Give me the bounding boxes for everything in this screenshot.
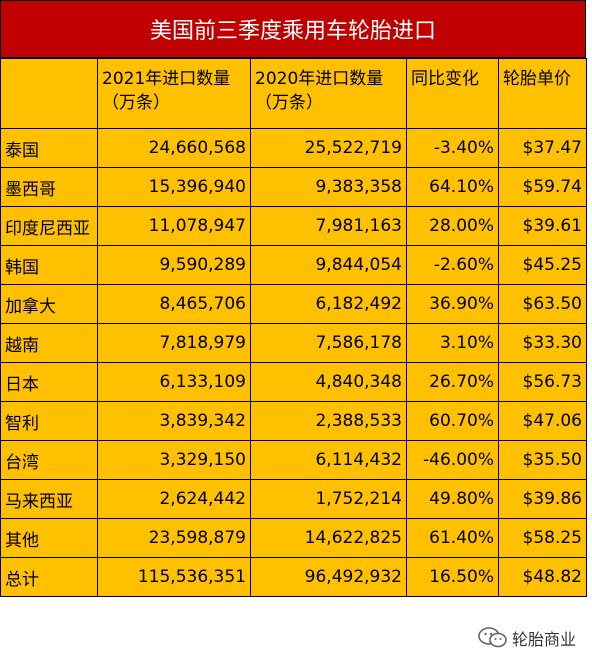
quantity-2020-cell: 96,492,932 xyxy=(250,557,407,597)
unit-price-cell: $63.50 xyxy=(498,284,587,324)
yoy-change-cell: 60.70% xyxy=(406,401,499,441)
yoy-change-cell: 28.00% xyxy=(406,206,499,246)
country-cell: 加拿大 xyxy=(0,284,98,324)
unit-price-cell: $48.82 xyxy=(498,557,587,597)
yoy-change-cell: 16.50% xyxy=(406,557,499,597)
country-cell: 台湾 xyxy=(0,440,98,480)
country-cell: 韩国 xyxy=(0,245,98,285)
quantity-2021-cell: 15,396,940 xyxy=(97,167,251,207)
yoy-change-cell: 64.10% xyxy=(406,167,499,207)
quantity-2021-cell: 6,133,109 xyxy=(97,362,251,402)
table-row: 泰国 24,660,568 25,522,719 -3.40% $37.47 xyxy=(0,128,587,168)
quantity-2020-cell: 6,182,492 xyxy=(250,284,407,324)
unit-price-cell: $33.30 xyxy=(498,323,587,363)
quantity-2021-cell: 11,078,947 xyxy=(97,206,251,246)
yoy-change-cell: 36.90% xyxy=(406,284,499,324)
unit-price-cell: $56.73 xyxy=(498,362,587,402)
country-cell: 总计 xyxy=(0,557,98,597)
quantity-2020-cell: 14,622,825 xyxy=(250,518,407,558)
country-cell: 马来西亚 xyxy=(0,479,98,519)
header-unit-price: 轮胎单价 xyxy=(498,58,587,129)
country-cell: 越南 xyxy=(0,323,98,363)
yoy-change-cell: -3.40% xyxy=(406,128,499,168)
yoy-change-cell: 61.40% xyxy=(406,518,499,558)
quantity-2021-cell: 3,839,342 xyxy=(97,401,251,441)
unit-price-cell: $39.86 xyxy=(498,479,587,519)
quantity-2020-cell: 7,981,163 xyxy=(250,206,407,246)
table-row: 加拿大 8,465,706 6,182,492 36.90% $63.50 xyxy=(0,284,587,324)
country-cell: 墨西哥 xyxy=(0,167,98,207)
header-yoy-change: 同比变化 xyxy=(406,58,499,129)
quantity-2020-cell: 9,844,054 xyxy=(250,245,407,285)
table-row: 总计 115,536,351 96,492,932 16.50% $48.82 xyxy=(0,557,587,597)
quantity-2021-cell: 24,660,568 xyxy=(97,128,251,168)
watermark-text: 轮胎商业 xyxy=(512,630,577,649)
table-row: 越南 7,818,979 7,586,178 3.10% $33.30 xyxy=(0,323,587,363)
quantity-2020-cell: 25,522,719 xyxy=(250,128,407,168)
header-country xyxy=(0,58,98,129)
header-row: 2021年进口数量（万条） 2020年进口数量（万条） 同比变化 轮胎单价 xyxy=(0,58,587,129)
unit-price-cell: $58.25 xyxy=(498,518,587,558)
table-row: 其他 23,598,879 14,622,825 61.40% $58.25 xyxy=(0,518,587,558)
quantity-2021-cell: 9,590,289 xyxy=(97,245,251,285)
quantity-2020-cell: 2,388,533 xyxy=(250,401,407,441)
wechat-icon xyxy=(478,627,507,648)
quantity-2021-cell: 2,624,442 xyxy=(97,479,251,519)
import-table: 2021年进口数量（万条） 2020年进口数量（万条） 同比变化 轮胎单价 泰国… xyxy=(0,58,587,597)
yoy-change-cell: -2.60% xyxy=(406,245,499,285)
table-row: 日本 6,133,109 4,840,348 26.70% $56.73 xyxy=(0,362,587,402)
yoy-change-cell: 26.70% xyxy=(406,362,499,402)
country-cell: 其他 xyxy=(0,518,98,558)
unit-price-cell: $45.25 xyxy=(498,245,587,285)
quantity-2021-cell: 115,536,351 xyxy=(97,557,251,597)
table-row: 马来西亚 2,624,442 1,752,214 49.80% $39.86 xyxy=(0,479,587,519)
yoy-change-cell: -46.00% xyxy=(406,440,499,480)
country-cell: 印度尼西亚 xyxy=(0,206,98,246)
header-2020-quantity: 2020年进口数量（万条） xyxy=(250,58,407,129)
quantity-2021-cell: 8,465,706 xyxy=(97,284,251,324)
country-cell: 智利 xyxy=(0,401,98,441)
table-row: 韩国 9,590,289 9,844,054 -2.60% $45.25 xyxy=(0,245,587,285)
quantity-2020-cell: 7,586,178 xyxy=(250,323,407,363)
quantity-2021-cell: 7,818,979 xyxy=(97,323,251,363)
yoy-change-cell: 3.10% xyxy=(406,323,499,363)
table-row: 台湾 3,329,150 6,114,432 -46.00% $35.50 xyxy=(0,440,587,480)
unit-price-cell: $39.61 xyxy=(498,206,587,246)
unit-price-cell: $47.06 xyxy=(498,401,587,441)
watermark: 轮胎商业 xyxy=(478,626,576,650)
quantity-2020-cell: 6,114,432 xyxy=(250,440,407,480)
tire-import-table-sheet: 美国前三季度乘用车轮胎进口 2021年进口数量（万条） 2020年进口数量（万条… xyxy=(0,0,587,597)
header-2021-quantity: 2021年进口数量（万条） xyxy=(97,58,251,129)
yoy-change-cell: 49.80% xyxy=(406,479,499,519)
country-cell: 日本 xyxy=(0,362,98,402)
quantity-2020-cell: 1,752,214 xyxy=(250,479,407,519)
quantity-2020-cell: 4,840,348 xyxy=(250,362,407,402)
table-row: 印度尼西亚 11,078,947 7,981,163 28.00% $39.61 xyxy=(0,206,587,246)
table-row: 智利 3,839,342 2,388,533 60.70% $47.06 xyxy=(0,401,587,441)
table-row: 墨西哥 15,396,940 9,383,358 64.10% $59.74 xyxy=(0,167,587,207)
quantity-2020-cell: 9,383,358 xyxy=(250,167,407,207)
unit-price-cell: $59.74 xyxy=(498,167,587,207)
country-cell: 泰国 xyxy=(0,128,98,168)
table-title: 美国前三季度乘用车轮胎进口 xyxy=(0,0,586,58)
quantity-2021-cell: 3,329,150 xyxy=(97,440,251,480)
unit-price-cell: $35.50 xyxy=(498,440,587,480)
quantity-2021-cell: 23,598,879 xyxy=(97,518,251,558)
unit-price-cell: $37.47 xyxy=(498,128,587,168)
